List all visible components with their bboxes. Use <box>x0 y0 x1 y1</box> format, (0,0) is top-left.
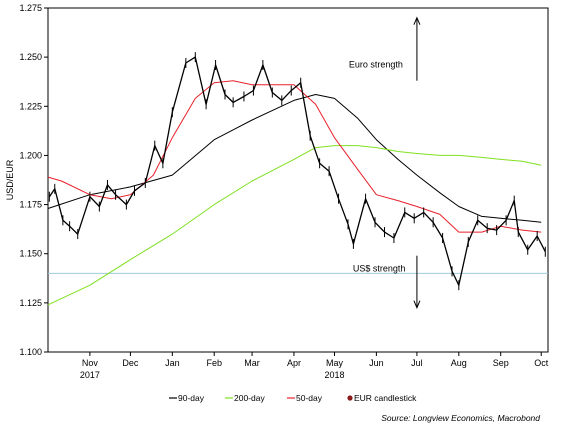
x-tick-label: Nov <box>82 358 99 368</box>
y-tick-label: 1.250 <box>19 52 42 62</box>
x-tick-label: Oct <box>534 358 549 368</box>
annotation-usd-strength: US$ strength <box>353 264 406 274</box>
legend-label-eur-candlestick: EUR candlestick <box>354 393 417 403</box>
source-note: Source: Longview Economics, Macrobond <box>381 413 540 423</box>
legend: 90-day 200-day 50-day EUR candlestick <box>169 393 417 403</box>
year-label: 2017 <box>80 370 100 380</box>
legend-label-90-day: 90-day <box>178 393 205 403</box>
x-tick-label: Aug <box>451 358 467 368</box>
y-tick-label: 1.175 <box>19 200 42 210</box>
y-tick-label: 1.200 <box>19 150 42 160</box>
x-tick-label: May <box>326 358 344 368</box>
y-axis-title: USD/EUR <box>5 159 15 200</box>
legend-label-50-day: 50-day <box>296 393 323 403</box>
x-tick-label: Jul <box>411 358 423 368</box>
legend-swatch-eur-candlestick <box>347 395 352 400</box>
x-tick-label: Feb <box>206 358 222 368</box>
y-tick-label: 1.100 <box>19 347 42 357</box>
plot-area-frame <box>48 8 548 352</box>
x-tick-label: Mar <box>244 358 260 368</box>
series-line-90-day <box>48 95 541 223</box>
y-tick-label: 1.125 <box>19 298 42 308</box>
x-tick-label: Dec <box>122 358 139 368</box>
y-tick-label: 1.225 <box>19 101 42 111</box>
y-tick-label: 1.275 <box>19 3 42 13</box>
x-tick-label: Apr <box>287 358 301 368</box>
x-tick-label: Sep <box>493 358 509 368</box>
series-line-eur-candlestick <box>49 57 545 285</box>
y-tick-label: 1.150 <box>19 249 42 259</box>
year-label: 2018 <box>324 370 344 380</box>
legend-label-200-day: 200-day <box>234 393 265 403</box>
annotation-euro-strength: Euro strength <box>349 60 403 70</box>
x-tick-label: Jun <box>369 358 384 368</box>
x-tick-label: Jan <box>165 358 180 368</box>
series-line-200-day <box>48 146 541 305</box>
